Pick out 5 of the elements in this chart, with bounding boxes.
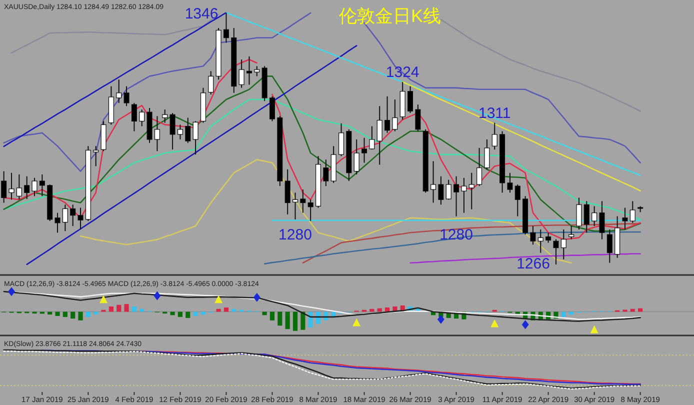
text: 1311 <box>478 104 511 122</box>
text: 1346 <box>184 6 218 23</box>
text: 1266 <box>516 255 550 272</box>
chart-title: 伦敦金日K线 <box>338 6 442 26</box>
data-label: 1280 <box>278 226 312 244</box>
